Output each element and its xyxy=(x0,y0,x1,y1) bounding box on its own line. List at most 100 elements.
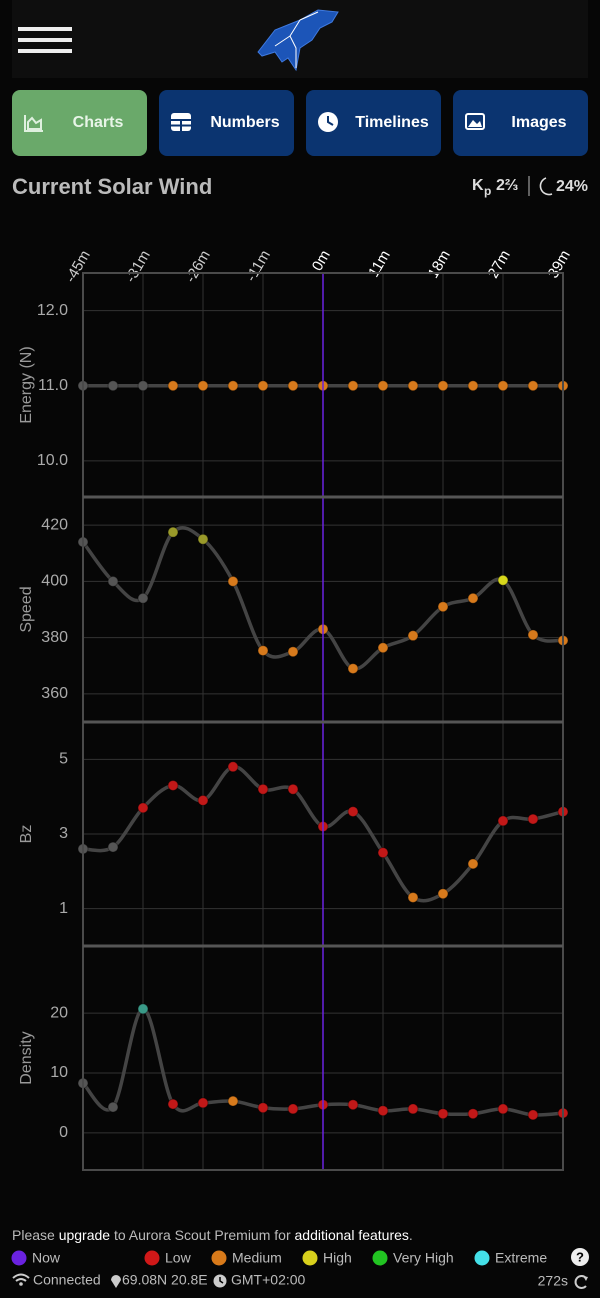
data-point xyxy=(437,601,449,613)
help-icon xyxy=(571,1248,589,1266)
data-point xyxy=(287,380,299,392)
notice-part[interactable]: additional features xyxy=(295,1227,409,1243)
data-point xyxy=(257,645,269,657)
y-tick-label: 0 xyxy=(59,1124,68,1141)
data-point xyxy=(257,783,269,795)
tab[interactable]: Images xyxy=(453,90,588,156)
tab-label: Charts xyxy=(73,114,124,131)
data-point xyxy=(467,592,479,604)
location-icon xyxy=(111,1275,121,1288)
connection-status: Connected xyxy=(33,1272,101,1288)
data-point xyxy=(527,813,539,825)
legend-label: Very High xyxy=(393,1250,454,1266)
refresh-countdown: 272s xyxy=(538,1273,568,1289)
logo-stars xyxy=(274,11,319,68)
tab[interactable]: Timelines xyxy=(306,90,441,156)
y-tick-label: 380 xyxy=(41,629,68,646)
data-point xyxy=(107,575,119,587)
tab[interactable]: Charts xyxy=(12,90,147,156)
tab-label: Numbers xyxy=(210,114,279,131)
data-point xyxy=(227,380,239,392)
y-tick-label: 11.0 xyxy=(38,377,68,394)
data-point xyxy=(407,380,419,392)
data-point xyxy=(287,783,299,795)
tab[interactable]: Numbers xyxy=(159,90,294,156)
data-point xyxy=(467,380,479,392)
y-tick-label: 400 xyxy=(41,573,68,590)
menu-line xyxy=(18,27,72,31)
y-tick-label: 5 xyxy=(59,751,68,768)
menu-button[interactable] xyxy=(18,27,72,53)
tab-background xyxy=(12,90,147,156)
legend-swatch xyxy=(11,1250,27,1266)
data-point xyxy=(407,891,419,903)
y-tick-label: 12.0 xyxy=(37,302,68,319)
data-point xyxy=(227,1095,239,1107)
refresh-icon[interactable] xyxy=(574,1275,587,1289)
y-tick-label: 420 xyxy=(41,516,68,533)
data-point xyxy=(347,380,359,392)
help-button[interactable]: ? xyxy=(571,1248,589,1266)
menu-line xyxy=(18,38,72,42)
tab-icon xyxy=(24,115,43,132)
help-label: ? xyxy=(576,1249,584,1264)
y-tick-label: 10.0 xyxy=(37,452,68,469)
data-point xyxy=(137,1003,149,1015)
data-point xyxy=(167,380,179,392)
legend-swatch xyxy=(302,1250,318,1266)
data-point xyxy=(227,575,239,587)
data-point xyxy=(197,1097,209,1109)
notice-part: Please xyxy=(12,1227,59,1243)
data-point xyxy=(287,646,299,658)
data-point xyxy=(167,526,179,538)
y-axis-title: Bz xyxy=(18,825,35,844)
legend-swatch xyxy=(144,1250,160,1266)
refresh-arrow xyxy=(583,1276,588,1281)
data-point xyxy=(377,1105,389,1117)
data-point xyxy=(347,806,359,818)
data-point xyxy=(497,574,509,586)
tab-background xyxy=(159,90,294,156)
tab-label: Images xyxy=(511,114,566,131)
data-point xyxy=(137,802,149,814)
data-point xyxy=(257,380,269,392)
logo-fox xyxy=(257,9,339,72)
data-point xyxy=(287,1103,299,1115)
data-point xyxy=(197,380,209,392)
data-point xyxy=(197,533,209,545)
data-point xyxy=(527,380,539,392)
y-tick-label: 20 xyxy=(50,1004,68,1021)
moon-value: 24% xyxy=(556,178,588,195)
logo xyxy=(257,9,339,72)
legend-swatch xyxy=(474,1250,490,1266)
moon-icon xyxy=(539,177,553,196)
data-point xyxy=(167,1098,179,1110)
legend-swatch xyxy=(211,1250,227,1266)
tab-icon-mountain xyxy=(468,120,482,127)
tab-background xyxy=(453,90,588,156)
y-tick-label: 1 xyxy=(59,900,68,917)
data-point xyxy=(107,841,119,853)
notice-part: . xyxy=(409,1227,413,1243)
data-point xyxy=(497,1103,509,1115)
data-point xyxy=(407,1103,419,1115)
kp-value: 2⅔ xyxy=(496,177,518,194)
kp-symbol: K xyxy=(472,177,484,194)
legend-label: Medium xyxy=(232,1250,282,1266)
legend-label: Low xyxy=(165,1250,192,1266)
notice-part[interactable]: upgrade xyxy=(59,1227,111,1243)
data-point xyxy=(467,1108,479,1120)
upgrade-notice: Please upgrade to Aurora Scout Premium f… xyxy=(12,1227,413,1243)
menu-line xyxy=(18,49,72,53)
y-tick-label: 360 xyxy=(41,685,68,702)
wifi-icon xyxy=(12,1273,30,1282)
tab-icon xyxy=(465,113,485,130)
data-point xyxy=(497,380,509,392)
data-point xyxy=(377,847,389,859)
data-point xyxy=(437,888,449,900)
wifi-icon-dot xyxy=(19,1282,23,1286)
legend-swatch xyxy=(372,1250,388,1266)
